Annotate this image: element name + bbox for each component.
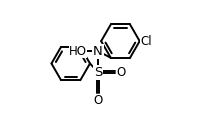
Text: Cl: Cl bbox=[140, 35, 152, 48]
Text: N: N bbox=[93, 45, 103, 58]
Text: S: S bbox=[94, 66, 102, 79]
Text: O: O bbox=[93, 94, 103, 107]
Text: HO: HO bbox=[69, 45, 87, 58]
Text: O: O bbox=[116, 66, 125, 79]
